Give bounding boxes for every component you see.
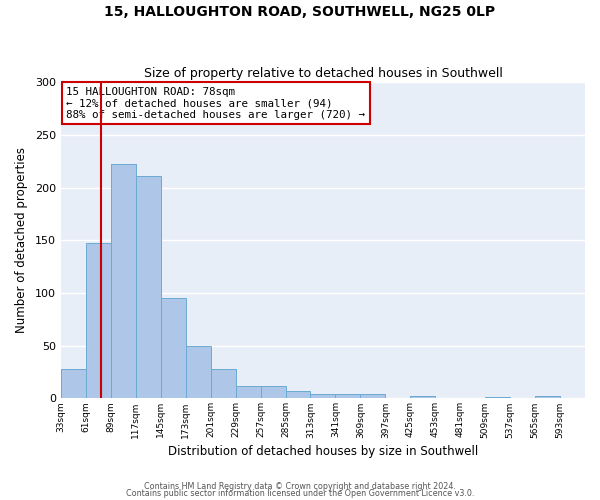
- Bar: [86, 244, 111, 398]
- Bar: [286, 391, 310, 398]
- Text: 15 HALLOUGHTON ROAD: 78sqm
← 12% of detached houses are smaller (94)
88% of semi: 15 HALLOUGHTON ROAD: 78sqm ← 12% of deta…: [66, 87, 365, 120]
- Bar: [236, 386, 260, 398]
- Text: Contains HM Land Registry data © Crown copyright and database right 2024.: Contains HM Land Registry data © Crown c…: [144, 482, 456, 491]
- Bar: [161, 298, 186, 398]
- Bar: [186, 346, 211, 399]
- X-axis label: Distribution of detached houses by size in Southwell: Distribution of detached houses by size …: [168, 444, 478, 458]
- Bar: [136, 176, 161, 398]
- Bar: [335, 394, 361, 398]
- Bar: [361, 394, 385, 398]
- Bar: [61, 369, 86, 398]
- Bar: [410, 396, 435, 398]
- Bar: [211, 369, 236, 398]
- Text: 15, HALLOUGHTON ROAD, SOUTHWELL, NG25 0LP: 15, HALLOUGHTON ROAD, SOUTHWELL, NG25 0L…: [104, 5, 496, 19]
- Bar: [260, 386, 286, 398]
- Text: Contains public sector information licensed under the Open Government Licence v3: Contains public sector information licen…: [126, 489, 474, 498]
- Y-axis label: Number of detached properties: Number of detached properties: [15, 147, 28, 333]
- Title: Size of property relative to detached houses in Southwell: Size of property relative to detached ho…: [143, 66, 502, 80]
- Bar: [535, 396, 560, 398]
- Bar: [111, 164, 136, 398]
- Bar: [310, 394, 335, 398]
